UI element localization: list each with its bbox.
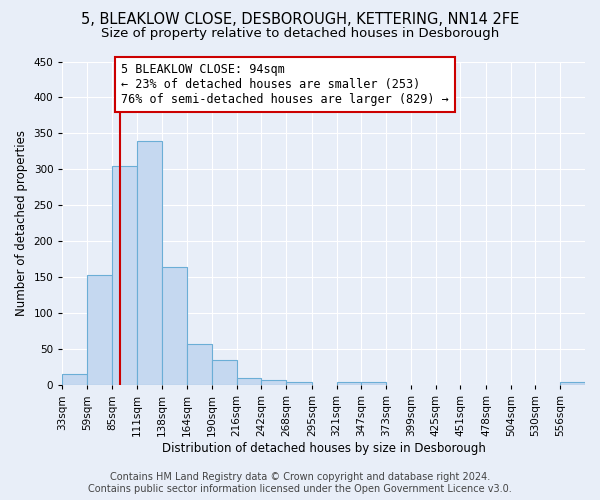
Bar xyxy=(286,382,312,386)
Text: 5, BLEAKLOW CLOSE, DESBOROUGH, KETTERING, NN14 2FE: 5, BLEAKLOW CLOSE, DESBOROUGH, KETTERING… xyxy=(81,12,519,28)
Bar xyxy=(187,344,212,386)
Bar xyxy=(62,374,87,386)
Bar xyxy=(236,378,262,386)
Text: Contains HM Land Registry data © Crown copyright and database right 2024.
Contai: Contains HM Land Registry data © Crown c… xyxy=(88,472,512,494)
X-axis label: Distribution of detached houses by size in Desborough: Distribution of detached houses by size … xyxy=(162,442,485,455)
Bar xyxy=(560,382,585,386)
Bar xyxy=(361,382,386,386)
Text: 5 BLEAKLOW CLOSE: 94sqm
← 23% of detached houses are smaller (253)
76% of semi-d: 5 BLEAKLOW CLOSE: 94sqm ← 23% of detache… xyxy=(121,63,449,106)
Bar xyxy=(337,382,361,386)
Text: Size of property relative to detached houses in Desborough: Size of property relative to detached ho… xyxy=(101,28,499,40)
Bar xyxy=(262,380,286,386)
Bar xyxy=(137,140,162,386)
Bar xyxy=(212,360,236,386)
Bar xyxy=(162,266,187,386)
Y-axis label: Number of detached properties: Number of detached properties xyxy=(15,130,28,316)
Bar xyxy=(112,166,137,386)
Bar xyxy=(87,275,112,386)
